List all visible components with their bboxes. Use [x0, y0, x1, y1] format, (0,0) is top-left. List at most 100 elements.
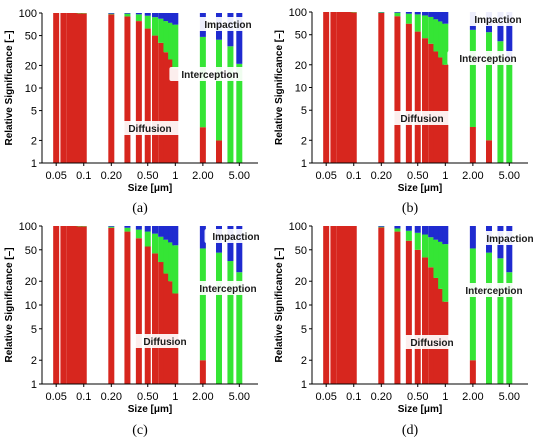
panel-c-caption: (c): [132, 423, 148, 438]
panel-a-diffusion-label: Diffusion: [128, 124, 171, 135]
panel-d-bar-diffusion: [394, 231, 401, 384]
panel-c-bar-interception: [124, 227, 131, 232]
panel-d-bar-diffusion: [378, 227, 385, 384]
panel-a-bar-impaction: [108, 13, 115, 14]
panel-a-bar-diffusion: [124, 16, 131, 164]
panel-d-diffusion-label-box: [400, 335, 464, 349]
panel-d-bar-interception: [506, 272, 513, 384]
panel-b-bar-impaction: [438, 12, 445, 22]
panel-a-x-tick-label: 2.00: [192, 170, 213, 182]
panel-b-bar-impaction: [442, 12, 449, 24]
panel-b-bar-interception: [497, 41, 504, 164]
panel-c-x-tick-label: 0.05: [45, 391, 66, 403]
panel-b-bar-impaction: [405, 12, 412, 14]
panel-d-bar-interception: [394, 228, 401, 232]
panel-d-bar-impaction: [442, 226, 449, 245]
panel-a-bar-impaction: [158, 13, 165, 19]
panel-c-y-tick-label: 2: [31, 355, 37, 367]
panel-a-x-tick-label: 0.05: [45, 170, 66, 182]
panel-d-bar-impaction: [428, 226, 435, 238]
panel-d-y-tick-label: 20: [295, 276, 307, 288]
panel-b-bar-interception: [442, 23, 449, 65]
panel-c-interception-label: Interception: [199, 284, 256, 295]
panel-a-y-tick-label: 100: [19, 8, 37, 20]
panel-a-bar-diffusion: [71, 13, 78, 163]
panel-a-bar-interception: [236, 63, 243, 163]
panel-b-bar-diffusion: [350, 12, 357, 163]
panel-b-bar-impaction: [394, 12, 401, 13]
panel-b-bar-interception: [378, 12, 385, 13]
panel-c-y-tick-label: 50: [25, 245, 37, 257]
panel-d-bar-impaction: [422, 226, 428, 235]
panel-b-bar-diffusion: [378, 13, 385, 163]
panel-d-bar-interception: [442, 244, 449, 302]
panel-c-bar-interception: [168, 242, 175, 282]
panel-a-bar-diffusion: [76, 13, 83, 163]
panel-c-y-tick-label: 100: [19, 221, 37, 233]
panel-b-bar-impaction: [414, 12, 421, 15]
panel-b-bar-diffusion: [428, 43, 435, 164]
panel-c-bar-diffusion: [199, 360, 206, 384]
panel-b-x-tick-label: 1: [442, 170, 448, 182]
panel-b-x-tick-label: 2.00: [462, 170, 483, 182]
panel-d-x-tick-label: 0.20: [371, 391, 392, 403]
panel-c-bar-interception: [199, 248, 206, 361]
panel-c-x-axis-label: Size [μm]: [128, 404, 172, 415]
panel-b-bar-interception: [428, 16, 435, 44]
panel-c-bar-impaction: [168, 226, 175, 243]
panel-b-bar-interception: [422, 15, 428, 39]
panel-c-bar-impaction: [199, 226, 206, 249]
panel-d-bar-diffusion: [428, 267, 435, 384]
panel-b-caption: (b): [401, 201, 419, 216]
panel-d-y-axis-label: Relative Significance [–]: [274, 247, 285, 362]
panel-a-bar-interception: [144, 15, 151, 29]
panel-b-bar-impaction: [428, 12, 435, 17]
panel-a-interception-label-box: [169, 67, 251, 81]
panel-d-diffusion-label: Diffusion: [410, 338, 453, 349]
panel-c-bar-diffusion: [66, 226, 73, 384]
panel-c-y-tick-label: 1: [31, 379, 37, 391]
panel-c-x-tick-label: 1: [172, 391, 178, 403]
panel-c-interception-label-box: [187, 281, 269, 295]
panel-d-x-tick-label: 0.1: [346, 391, 361, 403]
panel-c-bar-impaction: [152, 226, 158, 234]
panel-d-bar-diffusion: [469, 360, 476, 384]
panel-c-bar-interception: [163, 239, 170, 274]
panel-d-y-tick-label: 10: [295, 300, 307, 312]
panel-a-interception-label: Interception: [181, 70, 238, 81]
panel-b-bar-diffusion: [346, 12, 353, 163]
panel-d-bar-diffusion: [422, 257, 428, 384]
panel-c-y-axis-label: Relative Significance [–]: [4, 247, 15, 362]
panel-c-bar-diffusion: [80, 226, 87, 384]
panel-a-bar-diffusion: [152, 35, 158, 163]
panel-b-bar-interception: [433, 19, 440, 52]
panel-a-x-tick-label: 0.50: [137, 170, 158, 182]
panel-d-bar-diffusion: [336, 226, 343, 384]
panel-b-bar-diffusion: [422, 38, 428, 163]
panel-b-y-tick-label: 20: [295, 60, 307, 72]
panel-a-bar-interception: [163, 21, 170, 53]
panel-d-x-tick-label: 1: [442, 391, 448, 403]
panel-c-diffusion-label: Diffusion: [143, 337, 186, 348]
panel-d-bar-interception: [486, 252, 492, 384]
panel-b-bar-interception: [438, 21, 445, 58]
panel-b-bar-diffusion: [438, 57, 445, 163]
panel-d-bar-diffusion: [330, 226, 337, 384]
panel-c-bar-impaction: [108, 226, 115, 227]
panel-b-impaction-label: Impaction: [474, 15, 521, 26]
panel-a-x-tick-label: 1: [172, 170, 178, 182]
panel-d-bar-impaction: [405, 226, 412, 231]
panel-b-bar-diffusion: [394, 16, 401, 163]
panel-a-bar-interception: [158, 18, 165, 43]
panel-c-diffusion-label-box: [133, 334, 197, 348]
panel-d-bar-diffusion: [405, 240, 412, 384]
panel-a-diffusion-label-box: [118, 121, 182, 135]
panel-b-y-tick-label: 10: [295, 83, 307, 95]
panel-b-interception-label-box: [447, 51, 529, 65]
panel-d-bar-diffusion: [350, 226, 357, 384]
panel-b-impaction-label-box: [466, 12, 530, 26]
panel-c-bar-impaction: [144, 226, 151, 232]
panel-b-y-tick-label: 5: [301, 105, 307, 117]
panel-b-bar-impaction: [506, 12, 513, 61]
panel-d-bar-impaction: [506, 226, 513, 273]
